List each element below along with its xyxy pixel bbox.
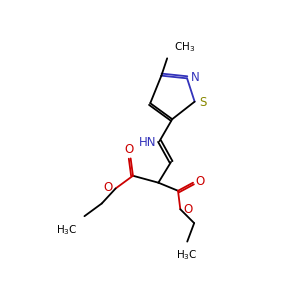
Text: H$_3$C: H$_3$C — [56, 223, 77, 237]
Text: CH$_3$: CH$_3$ — [174, 40, 195, 54]
Text: O: O — [103, 182, 112, 194]
Text: H$_3$C: H$_3$C — [176, 248, 198, 262]
Text: N: N — [191, 71, 200, 84]
Text: S: S — [199, 96, 206, 109]
Text: O: O — [196, 175, 205, 188]
Text: O: O — [125, 143, 134, 156]
Text: O: O — [183, 203, 192, 216]
Text: HN: HN — [139, 136, 156, 149]
